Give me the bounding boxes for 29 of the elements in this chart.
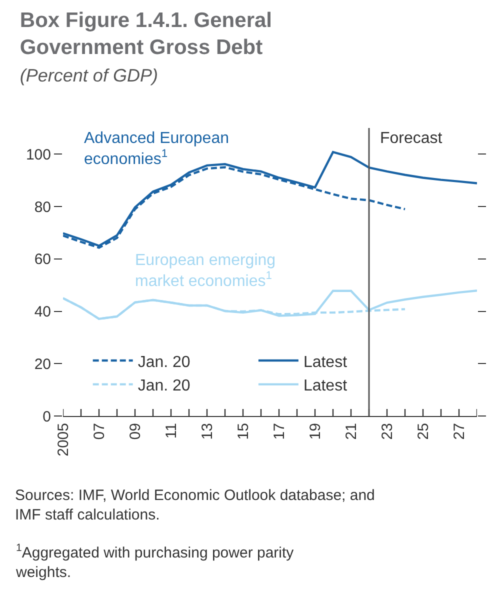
x-tick-label: 13: [198, 423, 216, 440]
x-tick-label: 21: [342, 423, 360, 440]
legend-label: Latest: [303, 378, 348, 395]
text: $^{1}$Aggregated with purchasing power parity weights.: [15, 542, 294, 581]
y-tick-label: 0: [42, 408, 51, 426]
x-tick-label: 17: [270, 423, 288, 440]
y-tick-label: 60: [34, 251, 51, 268]
y-tick-label: 100: [26, 146, 51, 164]
chart-subtitle: (Percent of GDP): [20, 66, 158, 86]
x-tick-label: 11: [162, 423, 180, 439]
y-tick-label: 20: [34, 356, 51, 373]
source-note: Sources: IMF, World Economic Outlook database; and IMF staff calculations.: [15, 487, 375, 524]
x-tick-label: 27: [450, 423, 468, 440]
annotation: European emerging market economies$^{1}$: [135, 252, 276, 290]
x-tick-label: 25: [414, 423, 432, 440]
x-tick-label: 07: [90, 423, 108, 440]
x-tick-label: 2005: [54, 423, 72, 456]
x-tick-label: 15: [234, 423, 252, 440]
y-tick-label: 80: [34, 198, 51, 216]
legend-label: Jan. 20: [138, 378, 190, 395]
x-tick-label: 19: [306, 423, 324, 440]
x-tick-label: 09: [126, 423, 144, 440]
legend-label: Jan. 20: [138, 354, 190, 371]
legend-label: Latest: [303, 354, 348, 371]
x-tick-label: 23: [378, 423, 396, 440]
y-tick-label: 40: [34, 304, 51, 321]
ref-line-label: Forecast: [380, 130, 443, 147]
chart-title: Box Figure 1.4.1. General Government Gross Debt: [20, 8, 272, 60]
annotation: Advanced European economies$^{1}$: [84, 130, 229, 168]
